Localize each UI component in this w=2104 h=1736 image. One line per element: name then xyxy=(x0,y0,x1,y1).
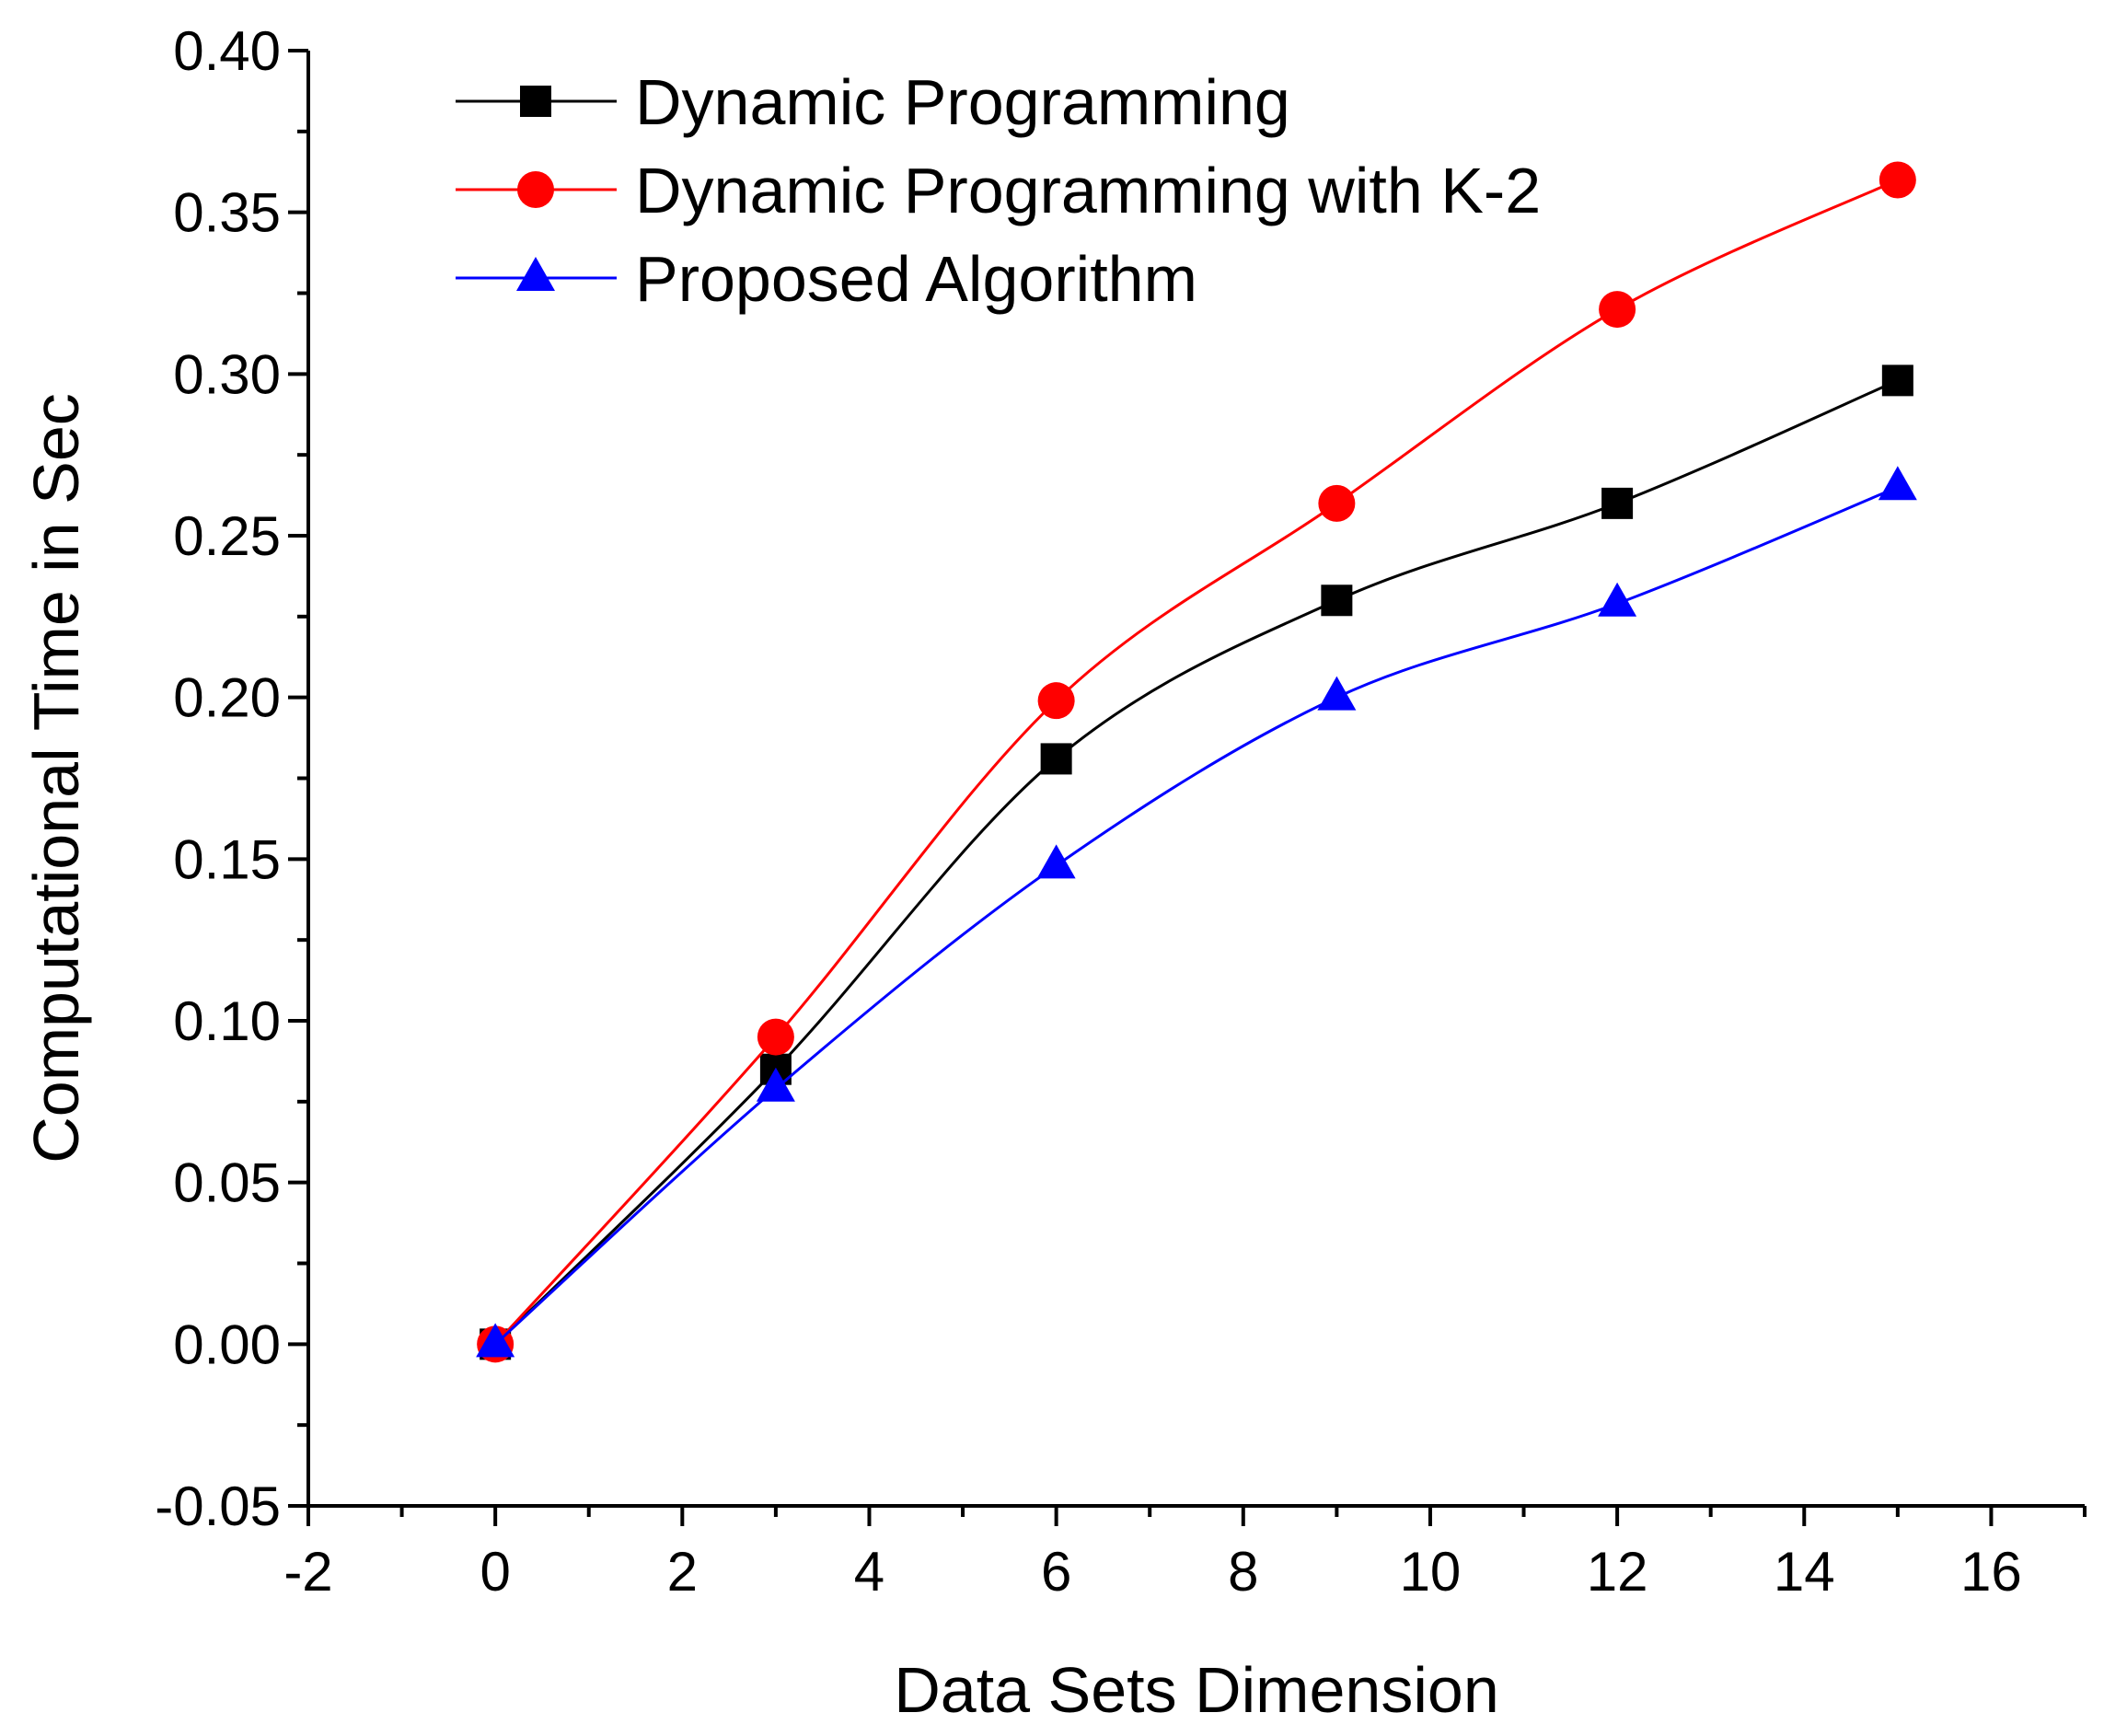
y-tick-label: 0.05 xyxy=(173,1152,281,1214)
y-tick-label: 0.10 xyxy=(173,990,281,1052)
data-point xyxy=(1881,365,1913,397)
data-point xyxy=(756,1067,795,1102)
data-point xyxy=(1037,682,1075,720)
x-tick-label: 4 xyxy=(854,1541,884,1603)
data-point xyxy=(1040,743,1072,775)
x-tick-label: 16 xyxy=(1960,1541,2022,1603)
y-tick-label: 0.15 xyxy=(173,828,281,890)
legend-label: Dynamic Programming xyxy=(635,66,1290,138)
x-tick-label: 10 xyxy=(1400,1541,1462,1603)
data-point xyxy=(1878,466,1917,501)
x-tick-label: 0 xyxy=(480,1541,510,1603)
data-point xyxy=(1317,676,1357,711)
y-tick-label: 0.20 xyxy=(173,667,281,729)
data-point xyxy=(757,1018,794,1056)
x-tick-label: -2 xyxy=(283,1541,332,1603)
data-point xyxy=(1879,161,1916,199)
data-point xyxy=(476,1323,515,1358)
series-line xyxy=(494,485,1899,1346)
x-axis-title: Data Sets Dimension xyxy=(894,1654,1499,1726)
y-tick-label: 0.25 xyxy=(173,505,281,567)
data-point xyxy=(1321,584,1353,617)
x-tick-label: 12 xyxy=(1587,1541,1648,1603)
y-tick-label: 0.40 xyxy=(173,20,281,82)
series-0 xyxy=(480,365,1913,1360)
legend-marker xyxy=(520,86,551,117)
legend-marker xyxy=(516,257,555,291)
legend-item: Dynamic Programming with K-2 xyxy=(456,155,1541,226)
x-tick-label: 2 xyxy=(667,1541,698,1603)
y-tick-label: 0.00 xyxy=(173,1314,281,1375)
legend-label: Dynamic Programming with K-2 xyxy=(635,155,1541,226)
data-point xyxy=(1599,291,1636,329)
data-point xyxy=(1318,484,1356,522)
legend-marker xyxy=(517,171,554,208)
legend-label: Proposed Algorithm xyxy=(635,243,1197,315)
y-tick-label: 0.30 xyxy=(173,343,281,405)
data-point xyxy=(1601,487,1634,519)
legend: Dynamic Programming Dynamic Programming w… xyxy=(456,66,1541,315)
y-tick-label: 0.35 xyxy=(173,182,281,244)
x-tick-label: 14 xyxy=(1774,1541,1835,1603)
axes: -0.05 0.00 0.05 0.10 0.15 0.20 0.25 0.30 0.35 0.4… xyxy=(155,20,2087,1603)
legend-item: Proposed Algorithm xyxy=(456,243,1197,315)
y-axis-title: Computational Time in Sec xyxy=(20,393,92,1163)
data-point xyxy=(1036,844,1076,879)
series-layer xyxy=(476,161,1917,1363)
series-line xyxy=(494,378,1899,1346)
y-tick-label: -0.05 xyxy=(155,1476,281,1537)
series-1 xyxy=(477,161,1916,1363)
x-tick-label: 6 xyxy=(1041,1541,1071,1603)
series-line xyxy=(494,179,1899,1346)
data-point xyxy=(1598,582,1637,617)
x-tick-label: 8 xyxy=(1228,1541,1258,1603)
legend-item: Dynamic Programming xyxy=(456,66,1290,138)
series-2 xyxy=(476,466,1917,1358)
